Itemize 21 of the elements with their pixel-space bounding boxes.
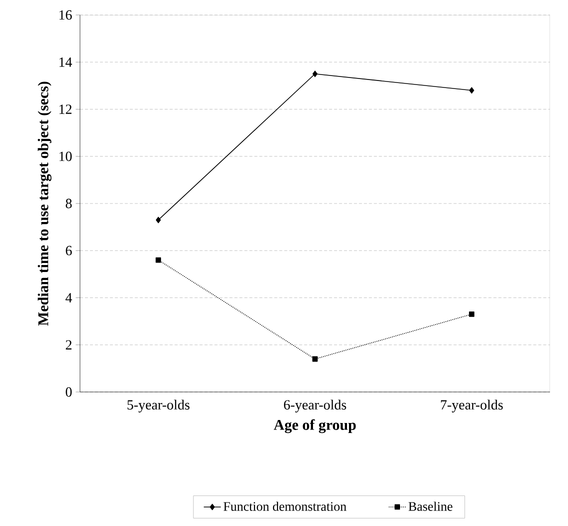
legend-label: Function demonstration xyxy=(224,502,346,511)
point xyxy=(312,70,318,78)
point xyxy=(156,257,162,263)
y-tick-label: 16 xyxy=(60,10,72,20)
x-tick-label: 5-year-olds xyxy=(128,400,190,412)
point xyxy=(156,216,161,224)
y-tick-label: 6 xyxy=(66,246,72,256)
y-tick-label: 2 xyxy=(66,340,72,350)
y-axis-title: Median time to use target object (secs) xyxy=(38,82,52,326)
legend-label: Baseline xyxy=(408,502,452,511)
point xyxy=(469,87,474,94)
y-tick-label: 4 xyxy=(66,293,72,302)
x-tick-label: 7-year-olds xyxy=(440,400,503,412)
y-tick-label: 14 xyxy=(60,57,72,67)
y-tick-label: 10 xyxy=(60,152,72,162)
point xyxy=(468,312,474,317)
x-tick-label: 6-year-olds xyxy=(284,400,346,412)
y-tick-label: 12 xyxy=(60,104,72,114)
y-tick-label: 8 xyxy=(66,198,72,208)
y-tick-label: 0 xyxy=(66,387,72,397)
x-axis-title: Age of group xyxy=(274,419,356,434)
